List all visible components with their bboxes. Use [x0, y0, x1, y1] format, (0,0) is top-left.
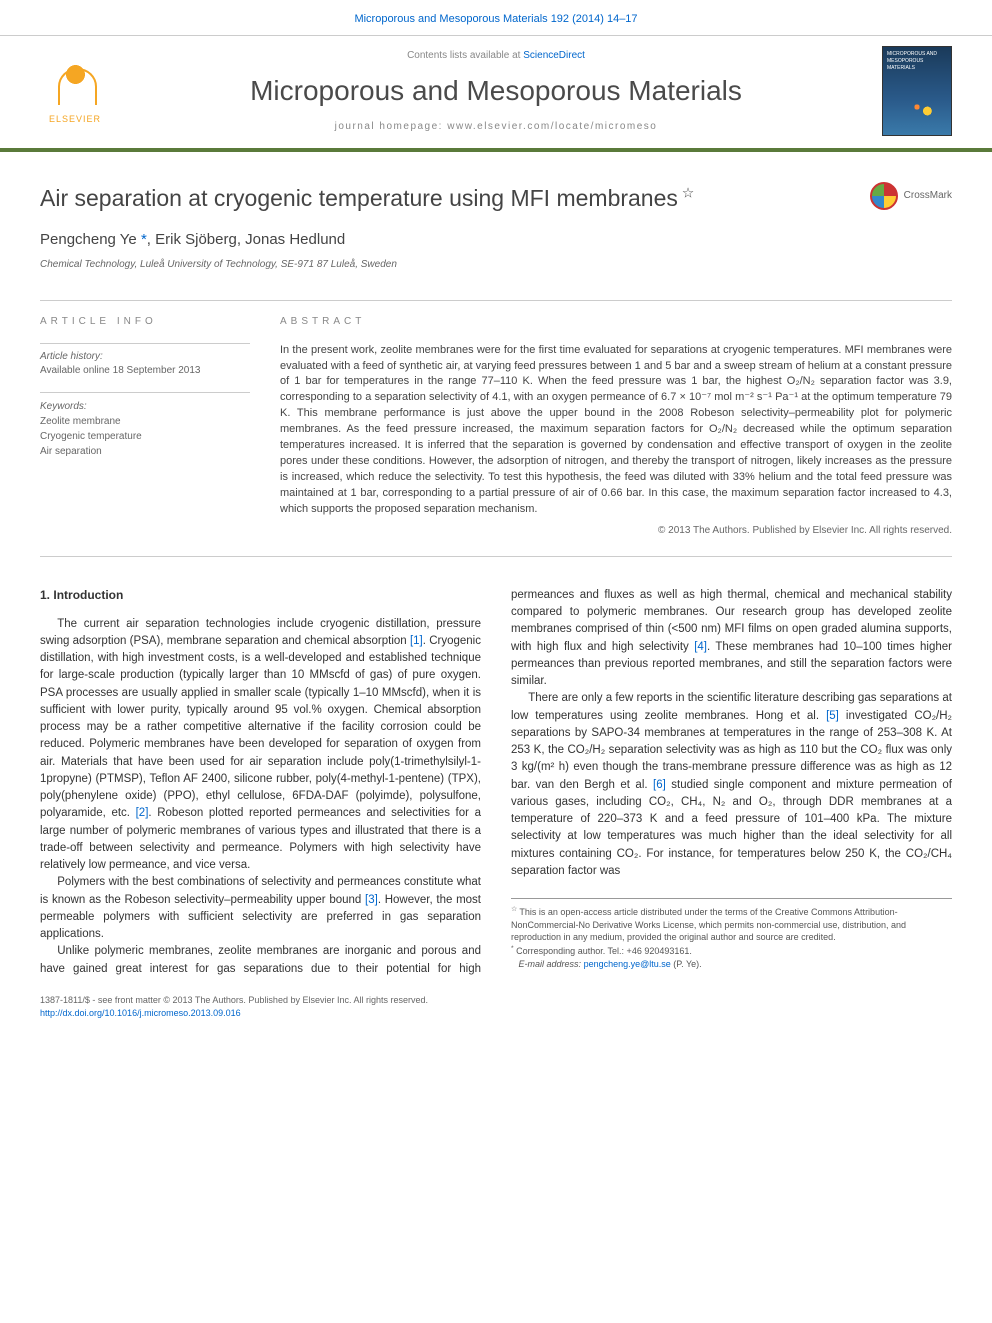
reference-link[interactable]: [3]	[365, 894, 378, 906]
crossmark-badge[interactable]: CrossMark	[870, 182, 952, 210]
authors-list: Pengcheng Ye *, Erik Sjöberg, Jonas Hedl…	[40, 229, 952, 250]
abstract-heading: abstract	[280, 315, 952, 329]
contents-prefix: Contents lists available at	[407, 50, 523, 61]
crossmark-icon	[870, 182, 898, 210]
reference-link[interactable]: [5]	[826, 710, 839, 722]
open-access-footnote: ☆ This is an open-access article distrib…	[511, 905, 952, 944]
email-link[interactable]: pengcheng.ye@ltu.se	[584, 959, 671, 969]
keyword-item: Air separation	[40, 444, 250, 459]
reference-link[interactable]: [6]	[653, 779, 666, 791]
reference-link[interactable]: [4]	[694, 641, 707, 653]
cover-title-text: MICROPOROUS AND MESOPOROUS MATERIALS	[883, 47, 951, 76]
homepage-prefix: journal homepage:	[335, 121, 448, 132]
asterisk-icon: *	[511, 945, 514, 952]
article-header: CrossMark Air separation at cryogenic te…	[0, 152, 992, 281]
reference-link[interactable]: [2]	[136, 807, 149, 819]
section-title-text: Introduction	[53, 588, 123, 602]
keyword-item: Zeolite membrane	[40, 414, 250, 429]
masthead-center: Contents lists available at ScienceDirec…	[130, 49, 862, 134]
elsevier-tree-icon	[48, 58, 103, 113]
info-abstract-row: article info Article history: Available …	[0, 301, 992, 538]
article-title: Air separation at cryogenic temperature …	[40, 182, 952, 214]
crossmark-label: CrossMark	[904, 189, 952, 203]
corresponding-text: Corresponding author. Tel.: +46 92049316…	[516, 946, 692, 956]
history-block: Article history: Available online 18 Sep…	[40, 343, 250, 378]
article-title-text: Air separation at cryogenic temperature …	[40, 185, 678, 211]
email-label: E-mail address:	[519, 959, 582, 969]
journal-cover-thumbnail[interactable]: MICROPOROUS AND MESOPOROUS MATERIALS	[882, 46, 952, 136]
abstract-column: abstract In the present work, zeolite me…	[280, 315, 952, 538]
history-label: Article history:	[40, 350, 250, 364]
publisher-name: ELSEVIER	[49, 113, 101, 126]
journal-title: Microporous and Mesoporous Materials	[130, 71, 862, 110]
reference-link[interactable]: [1]	[410, 635, 423, 647]
keywords-label: Keywords:	[40, 399, 250, 414]
body-paragraph: The current air separation technologies …	[40, 616, 481, 875]
body-paragraph: Polymers with the best combinations of s…	[40, 874, 481, 943]
elsevier-logo[interactable]: ELSEVIER	[40, 51, 110, 131]
sciencedirect-link[interactable]: ScienceDirect	[523, 50, 585, 61]
corresponding-marker: *	[141, 231, 147, 248]
page-footer: 1387-1811/$ - see front matter © 2013 Th…	[0, 978, 992, 1035]
email-person: (P. Ye).	[673, 959, 701, 969]
star-icon: ☆	[511, 906, 517, 913]
body-paragraph: There are only a few reports in the scie…	[511, 690, 952, 880]
affiliation: Chemical Technology, Luleå University of…	[40, 258, 952, 272]
article-info-column: article info Article history: Available …	[40, 315, 250, 538]
email-footnote: E-mail address: pengcheng.ye@ltu.se (P. …	[511, 958, 952, 971]
keyword-item: Cryogenic temperature	[40, 429, 250, 444]
homepage-url[interactable]: www.elsevier.com/locate/micromeso	[447, 121, 657, 132]
masthead: ELSEVIER Contents lists available at Sci…	[0, 35, 992, 152]
issn-line: 1387-1811/$ - see front matter © 2013 Th…	[40, 994, 952, 1007]
doi-link[interactable]: http://dx.doi.org/10.1016/j.micromeso.20…	[40, 1008, 241, 1018]
copyright-line: © 2013 The Authors. Published by Elsevie…	[280, 524, 952, 538]
section-1-title: 1. Introduction	[40, 587, 481, 604]
homepage-line: journal homepage: www.elsevier.com/locat…	[130, 120, 862, 134]
citation-header: Microporous and Mesoporous Materials 192…	[0, 0, 992, 35]
keywords-block: Keywords: Zeolite membrane Cryogenic tem…	[40, 392, 250, 459]
section-number: 1.	[40, 588, 50, 602]
abstract-text: In the present work, zeolite membranes w…	[280, 343, 952, 518]
open-access-text: This is an open-access article distribut…	[511, 907, 906, 942]
history-value: Available online 18 September 2013	[40, 364, 250, 378]
corresponding-footnote: * Corresponding author. Tel.: +46 920493…	[511, 944, 952, 958]
article-body: 1. Introduction The current air separati…	[0, 557, 992, 978]
article-info-heading: article info	[40, 315, 250, 329]
contents-line: Contents lists available at ScienceDirec…	[130, 49, 862, 63]
footnotes: ☆ This is an open-access article distrib…	[511, 898, 952, 970]
open-access-star-icon: ☆	[678, 185, 694, 201]
